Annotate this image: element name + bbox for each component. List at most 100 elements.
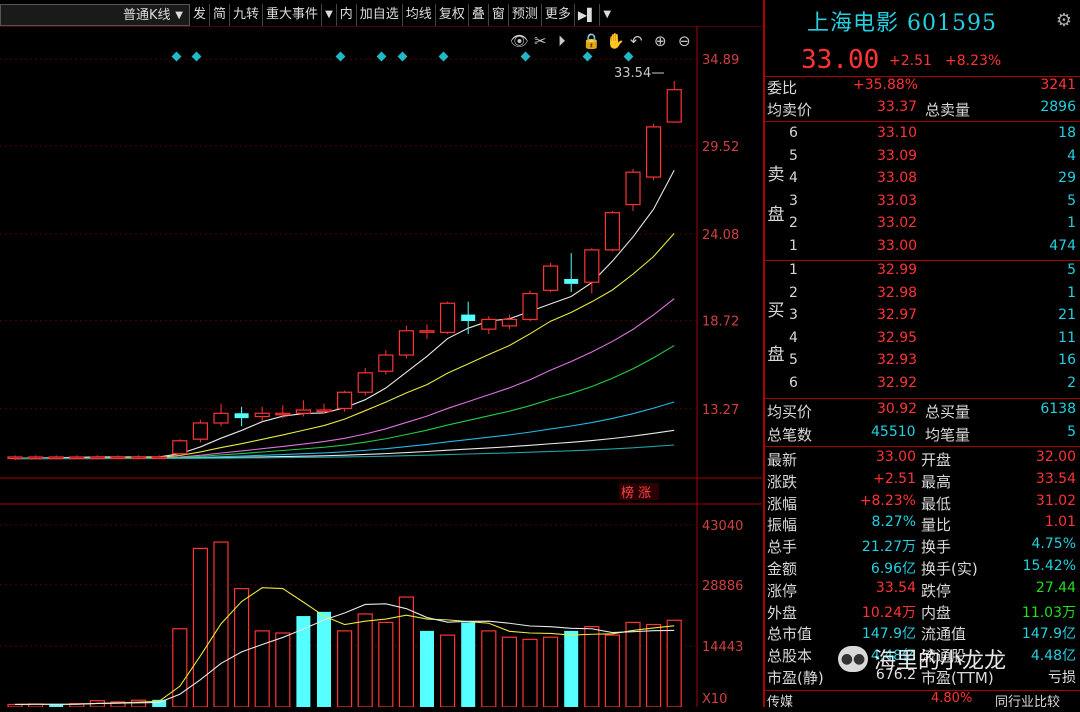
volume-bar[interactable] bbox=[131, 699, 147, 708]
volume-bar[interactable] bbox=[440, 634, 456, 708]
candle[interactable] bbox=[7, 455, 23, 461]
volume-bar[interactable] bbox=[49, 704, 64, 707]
hand-icon[interactable]: ✋ bbox=[606, 32, 625, 50]
event-marker[interactable] bbox=[191, 51, 202, 62]
candle[interactable] bbox=[481, 316, 497, 334]
candle[interactable] bbox=[172, 439, 188, 456]
volume-bar[interactable] bbox=[317, 611, 331, 707]
toolbar-item-adjust[interactable]: 复权 bbox=[436, 4, 469, 26]
toolbar-item-forecast[interactable]: 预测 bbox=[509, 4, 542, 26]
candle[interactable] bbox=[666, 80, 682, 123]
volume-bar[interactable] bbox=[275, 632, 291, 708]
event-marker[interactable] bbox=[623, 51, 634, 62]
bid-level: 5 bbox=[789, 352, 798, 368]
event-marker[interactable] bbox=[376, 51, 387, 62]
toolbar-item-add-watchlist[interactable]: 加自选 bbox=[357, 4, 403, 26]
volume-bar[interactable] bbox=[645, 623, 662, 708]
kline-chart-area[interactable]: 34.89 29.52 24.08 18.72 13.27 43040 28886 14443… bbox=[0, 25, 762, 708]
volume-bar[interactable] bbox=[152, 699, 167, 707]
candle[interactable] bbox=[398, 325, 414, 359]
toolbar-item-nei[interactable]: 内 bbox=[337, 4, 357, 26]
ma20-line bbox=[14, 298, 675, 460]
candle[interactable] bbox=[378, 350, 394, 375]
volume-bar[interactable] bbox=[625, 621, 641, 708]
candle[interactable] bbox=[213, 403, 229, 427]
volume-bar[interactable] bbox=[564, 630, 579, 707]
candle[interactable] bbox=[234, 406, 249, 427]
volume-bar[interactable] bbox=[522, 638, 538, 708]
toolbar-item-jian[interactable]: 简 bbox=[210, 4, 231, 26]
event-marker[interactable] bbox=[397, 51, 408, 62]
volume-bar[interactable] bbox=[666, 619, 682, 708]
eye-icon[interactable]: 👁 bbox=[510, 32, 529, 50]
candle[interactable] bbox=[316, 403, 332, 414]
candle[interactable] bbox=[645, 123, 662, 181]
event-marker[interactable] bbox=[582, 51, 593, 62]
volume-bar[interactable] bbox=[378, 621, 394, 708]
candle[interactable] bbox=[254, 406, 270, 422]
toolbar-item-fa[interactable]: 发 bbox=[190, 4, 211, 26]
volume-bar[interactable] bbox=[357, 613, 373, 708]
ask-level: 1 bbox=[789, 237, 798, 254]
event-marker[interactable] bbox=[438, 51, 449, 62]
toolbar-item-more[interactable]: 更多 bbox=[542, 4, 575, 26]
candle[interactable] bbox=[275, 405, 291, 419]
event-marker[interactable] bbox=[171, 51, 182, 62]
candle[interactable] bbox=[89, 455, 106, 460]
candle[interactable] bbox=[28, 455, 44, 460]
zoom-out-icon[interactable]: ⊖ bbox=[678, 32, 691, 50]
price-tick-label: 18.72 bbox=[702, 315, 739, 330]
events-dropdown-icon[interactable]: ▼ bbox=[322, 4, 337, 26]
toolbar-item-major-events[interactable]: 重大事件 bbox=[263, 4, 323, 26]
candle[interactable] bbox=[542, 262, 559, 292]
event-marker[interactable] bbox=[520, 51, 531, 62]
toolbar-item-ma[interactable]: 均线 bbox=[403, 4, 436, 26]
gear-icon[interactable]: ⚙ bbox=[1055, 10, 1072, 31]
candle[interactable] bbox=[295, 400, 311, 417]
toolbar-item-window[interactable]: 窗 bbox=[489, 4, 509, 26]
industry-row[interactable]: 传媒 4.80% 同行业比较 bbox=[767, 691, 1061, 710]
candle[interactable] bbox=[419, 324, 435, 339]
volume-bar[interactable] bbox=[461, 622, 476, 707]
toolbar-item-jiuzhuan[interactable]: 九转 bbox=[230, 4, 264, 26]
candle[interactable] bbox=[564, 253, 579, 292]
candle[interactable] bbox=[131, 455, 147, 460]
industry-compare-link[interactable]: 同行业比较 bbox=[995, 695, 1061, 710]
candle[interactable] bbox=[501, 314, 517, 330]
candle[interactable] bbox=[584, 248, 600, 294]
candle[interactable] bbox=[357, 367, 373, 396]
event-marker[interactable] bbox=[335, 51, 346, 62]
volume-bar[interactable] bbox=[481, 630, 497, 708]
candle[interactable] bbox=[440, 301, 456, 334]
volume-bar[interactable] bbox=[398, 596, 414, 708]
volume-bar[interactable] bbox=[337, 630, 353, 708]
candle[interactable] bbox=[625, 168, 641, 212]
stat-value: 33.54 bbox=[1035, 470, 1076, 487]
lock-icon[interactable]: 🔒 bbox=[582, 32, 601, 50]
candle[interactable] bbox=[151, 455, 167, 460]
candle[interactable] bbox=[461, 301, 476, 334]
candle[interactable] bbox=[48, 455, 64, 460]
candle[interactable] bbox=[110, 455, 126, 460]
toolbar-item-overlay[interactable]: 叠 bbox=[469, 4, 489, 26]
undo-icon[interactable]: ↶ bbox=[630, 32, 643, 50]
volume-bar[interactable] bbox=[542, 636, 559, 708]
candle[interactable] bbox=[192, 419, 208, 443]
candle[interactable] bbox=[69, 455, 85, 460]
volume-bar[interactable] bbox=[501, 636, 517, 708]
collapse-right-icon[interactable]: ▶▌ bbox=[575, 4, 601, 26]
zoom-in-icon[interactable]: ⊕ bbox=[654, 32, 667, 50]
kline-chart[interactable]: 34.89 29.52 24.08 18.72 13.27 43040 28886 14443… bbox=[0, 25, 762, 708]
volume-bar[interactable] bbox=[420, 630, 434, 707]
candle[interactable] bbox=[604, 211, 621, 252]
scissors-icon[interactable]: ✂ bbox=[534, 32, 547, 50]
volume-bar[interactable] bbox=[172, 628, 188, 708]
kline-type-select[interactable]: 普通K线 ▼ bbox=[0, 4, 190, 26]
toolbar-dropdown-icon[interactable]: ▼ bbox=[603, 9, 612, 20]
volume-bar[interactable] bbox=[584, 626, 600, 708]
candle[interactable] bbox=[522, 290, 538, 322]
play-icon[interactable]: ⏵ bbox=[558, 32, 566, 50]
volume-bar[interactable] bbox=[604, 634, 621, 708]
candle[interactable] bbox=[337, 390, 353, 412]
volume-bar[interactable] bbox=[296, 616, 311, 707]
